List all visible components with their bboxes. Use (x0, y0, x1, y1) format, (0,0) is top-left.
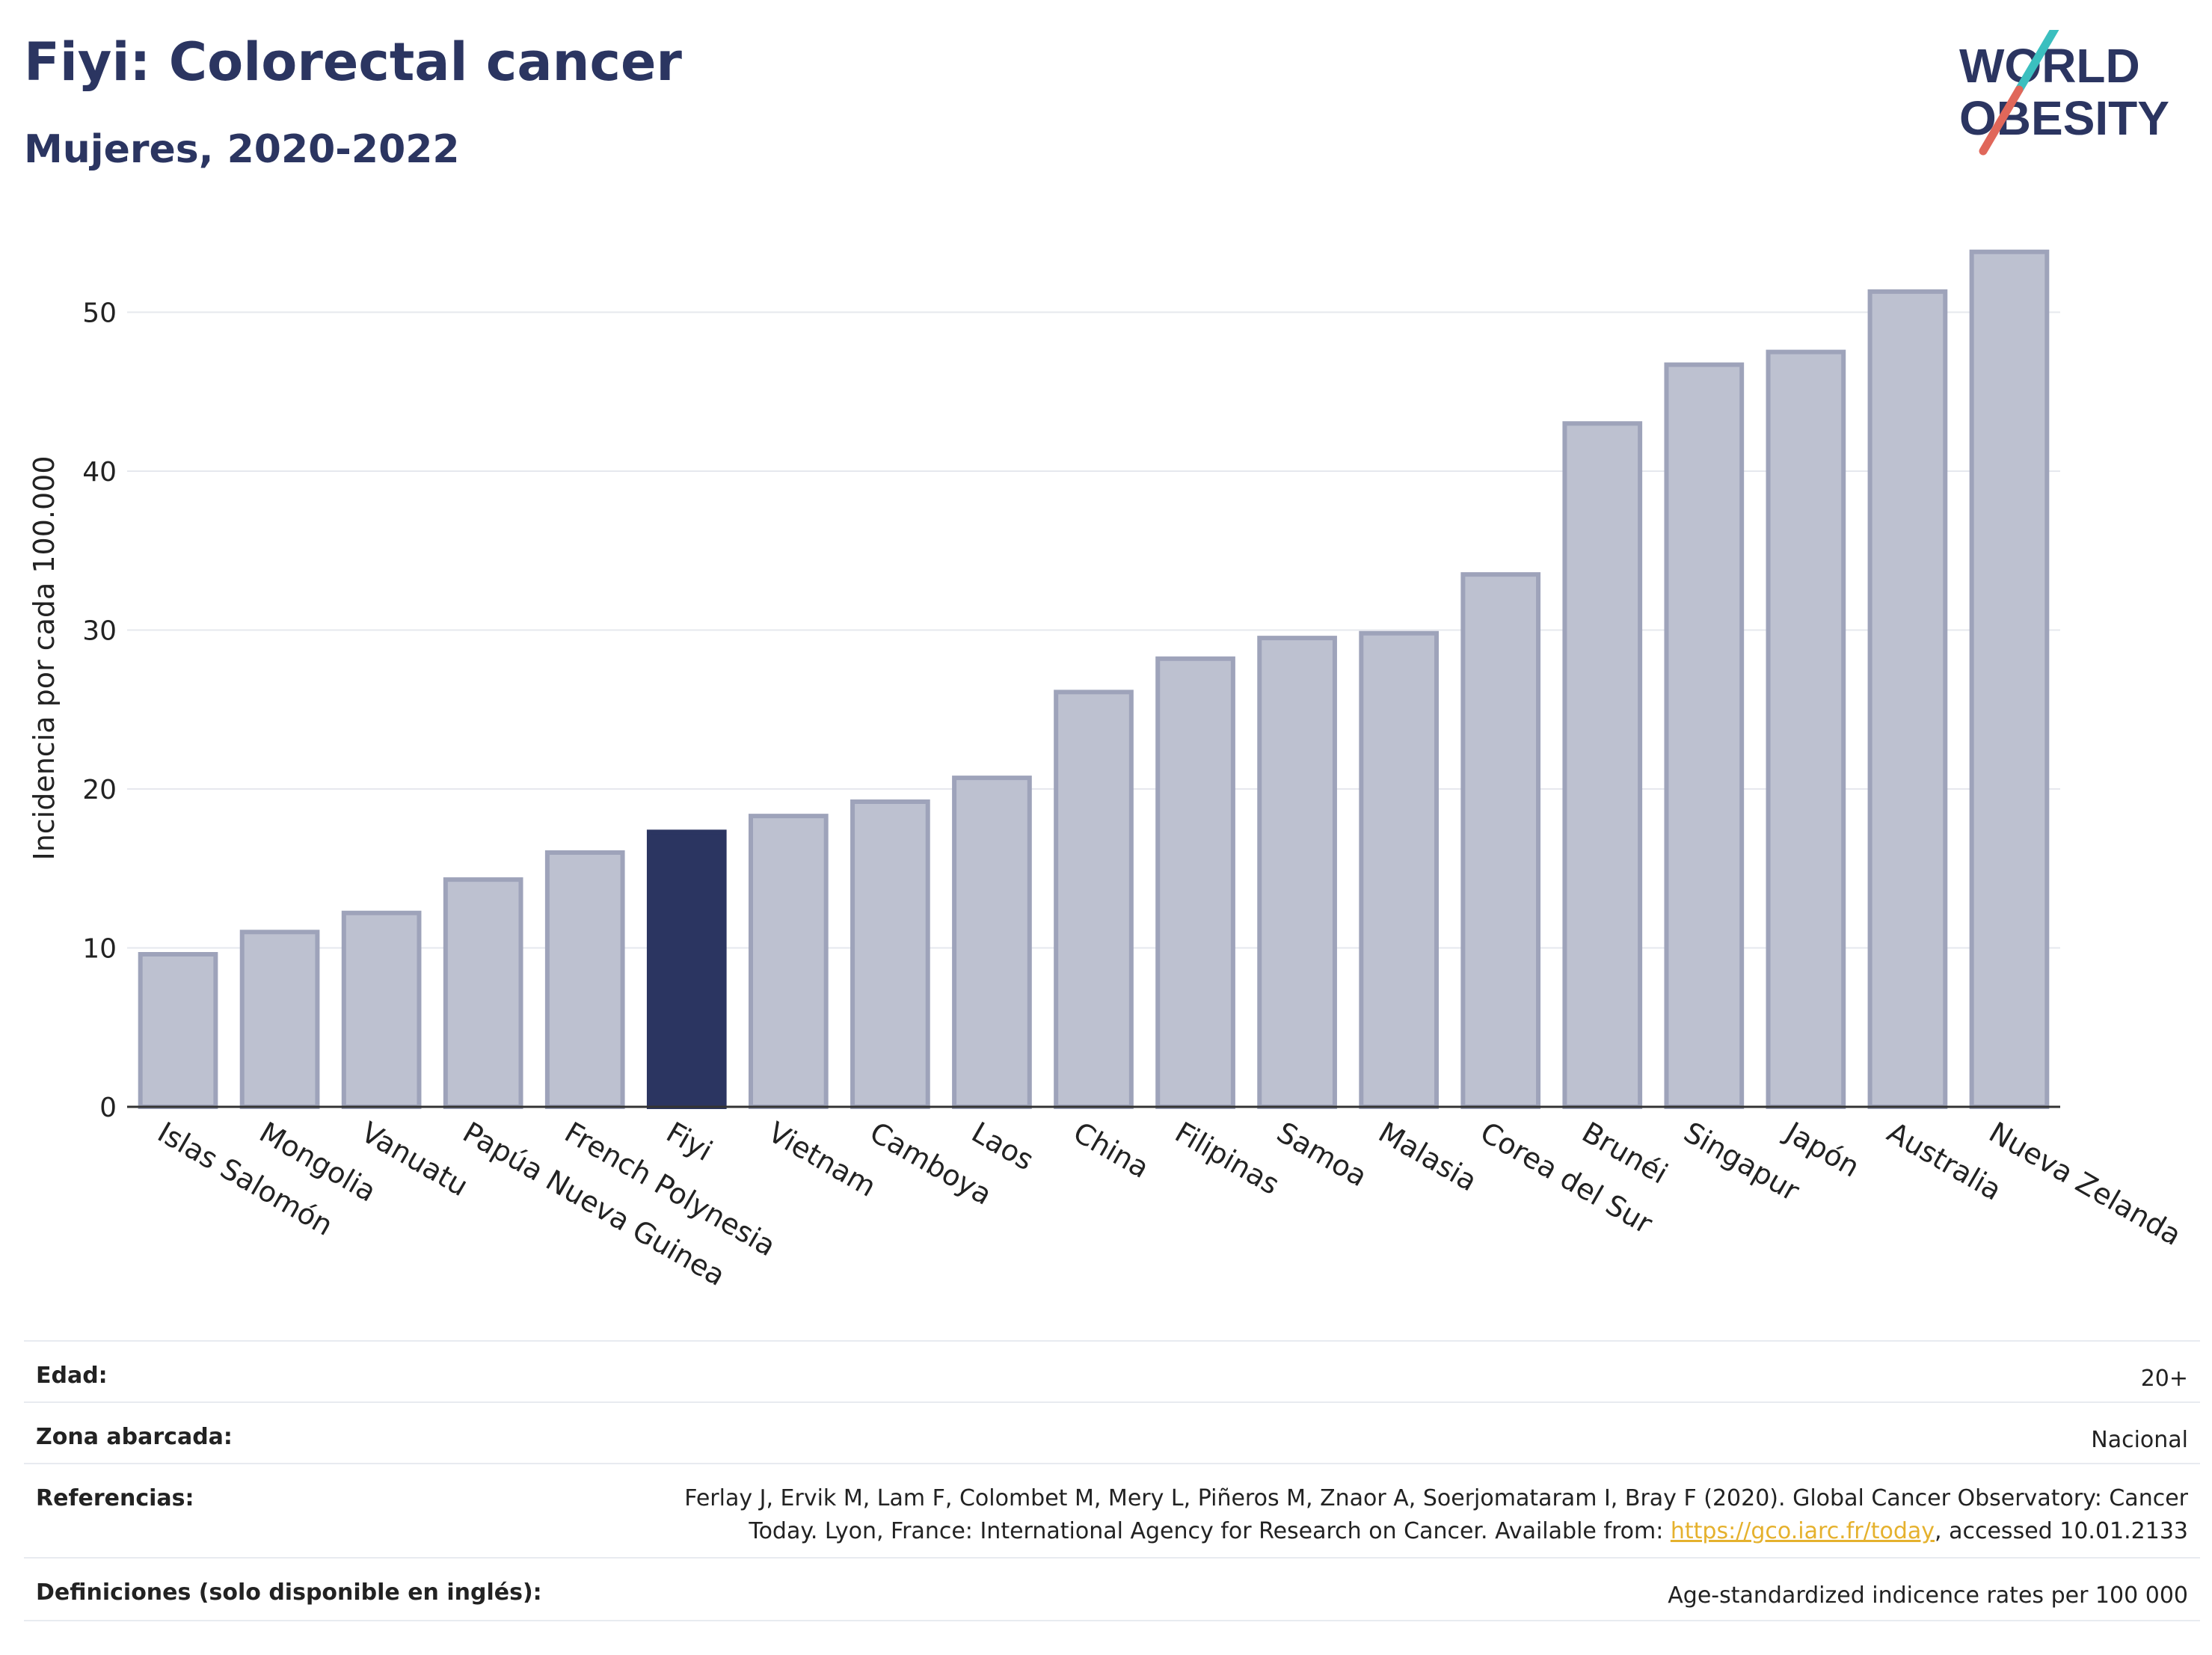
bar-china (1054, 690, 1134, 1109)
y-tick-label: 50 (82, 298, 117, 329)
x-tick-label: China (1068, 1116, 1155, 1185)
meta-label-definitions: Definiciones (solo disponible en inglés)… (36, 1579, 542, 1606)
meta-label-age: Edad: (36, 1363, 108, 1389)
bar-vietnam (749, 814, 829, 1109)
reference-line-2-end: , accessed 10.01.2133 (1935, 1517, 2188, 1544)
y-tick-label: 10 (82, 934, 117, 965)
x-tick-label: Laos (966, 1116, 1039, 1177)
bar-singapur (1664, 362, 1745, 1109)
x-tick-label: Malasia (1373, 1116, 1482, 1198)
y-tick-label: 0 (99, 1093, 117, 1123)
meta-value-age: 20+ (2140, 1366, 2188, 1392)
bars (138, 249, 2050, 1109)
y-tick-label: 30 (82, 616, 117, 647)
world-obesity-logo: WORLD OBESITY (1959, 30, 2169, 156)
bar-brunéi (1562, 421, 1643, 1109)
meta-row-references: Referencias: Ferlay J, Ervik M, Lam F, C… (24, 1463, 2200, 1559)
x-tick-label: Filipinas (1170, 1116, 1285, 1201)
x-tick-label: Islas Salomón (153, 1116, 339, 1242)
meta-row-age: Edad: 20+ (24, 1340, 2200, 1403)
meta-value-references: Ferlay J, Ervik M, Lam F, Colombet M, Me… (684, 1482, 2188, 1547)
reference-line-2-start: Today. Lyon, France: International Agenc… (749, 1517, 1671, 1544)
bar-camboya (850, 799, 930, 1109)
x-tick-label: Samoa (1271, 1116, 1372, 1194)
x-tick-label: Australia (1881, 1116, 2007, 1207)
bar-samoa (1257, 636, 1337, 1109)
x-tick-label: Corea del Sur (1475, 1116, 1658, 1241)
logo-slash-teal (2015, 30, 2059, 94)
meta-label-area: Zona abarcada: (36, 1424, 233, 1450)
y-axis-label: Incidencia por cada 100.000 (28, 455, 61, 860)
bar-islas-salomón (138, 952, 218, 1109)
meta-value-area: Nacional (2091, 1427, 2188, 1453)
y-tick-label: 20 (82, 775, 117, 805)
bar-french-polynesia (544, 850, 625, 1109)
bar-japón (1766, 349, 1846, 1109)
metadata-table: Edad: 20+ Zona abarcada: Nacional Refere… (24, 1340, 2200, 1624)
logo-line1: WORLD (1959, 39, 2140, 93)
meta-row-area: Zona abarcada: Nacional (24, 1401, 2200, 1464)
page-title: Fiyi: Colorectal cancer (24, 31, 682, 93)
y-tick-label: 40 (82, 457, 117, 488)
reference-link[interactable]: https://gco.iarc.fr/today (1670, 1517, 1935, 1544)
bar-mongolia (239, 930, 320, 1109)
bar-fiyi (646, 829, 727, 1109)
bar-australia (1867, 289, 1948, 1109)
x-tick-label: Fiyi (661, 1116, 718, 1167)
bar-corea-del-sur (1460, 572, 1541, 1109)
bar-papúa-nueva-guinea (443, 877, 523, 1109)
meta-row-definitions: Definiciones (solo disponible en inglés)… (24, 1557, 2200, 1621)
bar-filipinas (1155, 656, 1235, 1109)
y-tick-labels: 0 10 20 30 40 50 (82, 298, 117, 1124)
logo-slash-red (1979, 85, 2024, 156)
x-tick-label: Singapur (1678, 1116, 1805, 1208)
bar-vanuatu (341, 910, 422, 1109)
bar-laos (952, 776, 1032, 1109)
x-tick-label: Nueva Zelanda (1983, 1116, 2187, 1252)
reference-line-1: Ferlay J, Ervik M, Lam F, Colombet M, Me… (684, 1485, 2188, 1511)
bar-malasia (1359, 630, 1439, 1109)
meta-label-references: Referencias: (36, 1485, 194, 1511)
page-subtitle: Mujeres, 2020-2022 (24, 127, 460, 172)
meta-value-definitions: Age-standardized indicence rates per 100… (1668, 1582, 2188, 1609)
x-tick-label: Vietnam (763, 1116, 882, 1203)
bar-nueva-zelanda (1969, 249, 2050, 1109)
reference-line-2: Today. Lyon, France: International Agenc… (684, 1515, 2188, 1548)
bar-chart: 0 10 20 30 40 50 Islas SalomónMongoliaVanuatu… (28, 249, 2187, 1292)
